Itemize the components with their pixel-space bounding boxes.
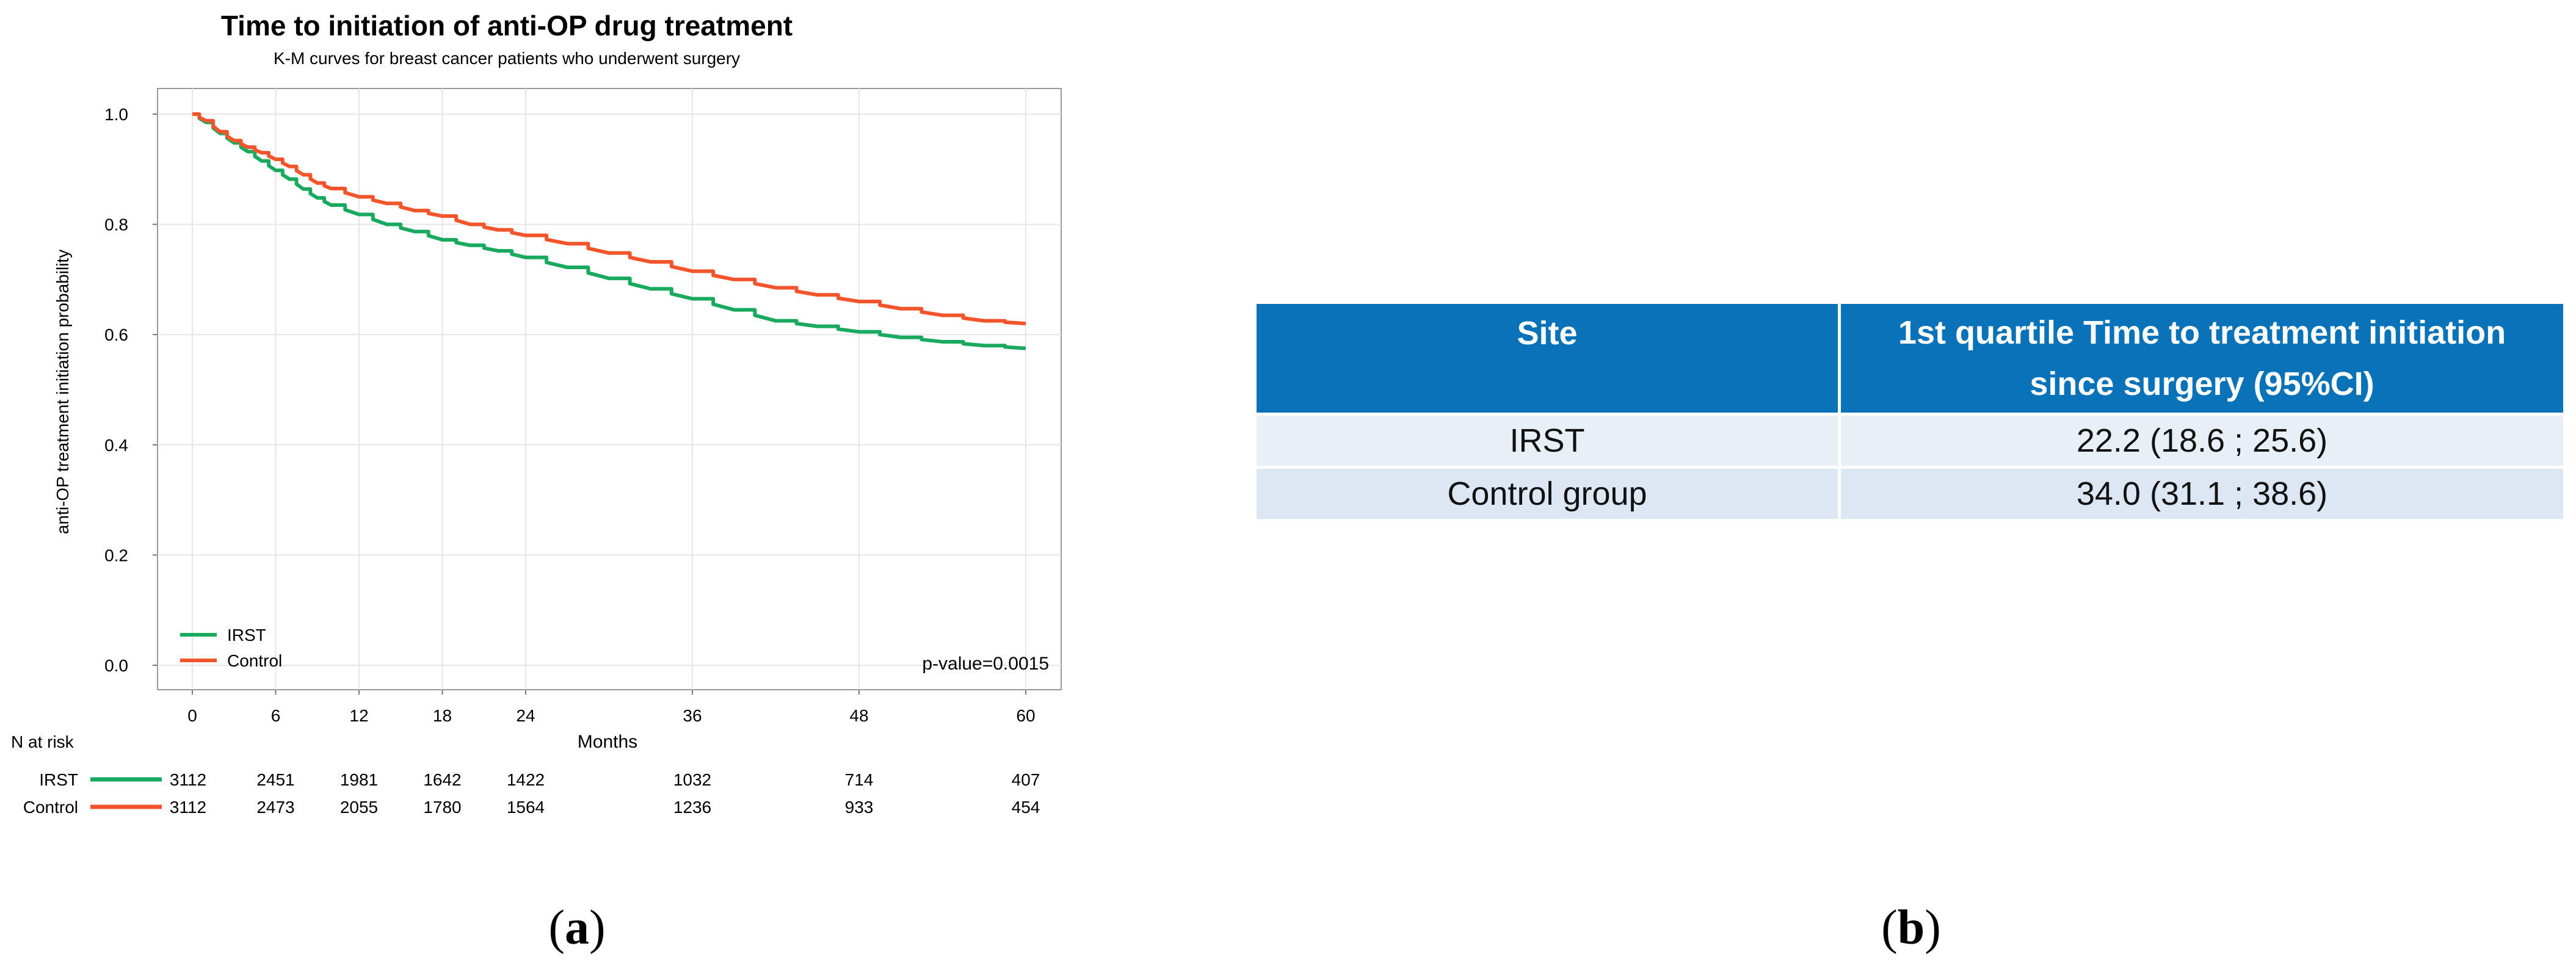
risk-value: 1642: [423, 770, 461, 789]
y-tick-label: 0.2: [104, 546, 128, 565]
series-line-control: [192, 112, 1026, 326]
table-row: IRST 22.2 (18.6 ; 25.6): [1257, 413, 2563, 468]
risk-value: 1032: [673, 770, 711, 789]
risk-value: 1780: [423, 798, 461, 817]
risk-value: 2473: [256, 798, 294, 817]
grid-lines: [158, 88, 1061, 690]
x-tick-label: 0: [187, 706, 197, 725]
legend-label: IRST: [227, 626, 266, 645]
km-chart: Time to initiation of anti-OP drug treat…: [11, 10, 1062, 817]
table-cell-quartile: 22.2 (18.6 ; 25.6): [1839, 413, 2563, 468]
risk-value: 714: [845, 770, 874, 789]
risk-value: 2451: [256, 770, 294, 789]
risk-table-label: N at risk: [11, 732, 74, 751]
risk-value: 3112: [170, 770, 206, 789]
table-header-site: Site: [1257, 304, 1841, 414]
table-header-quartile: 1st quartile Time to treatment initiatio…: [1839, 304, 2563, 414]
x-tick-label: 6: [271, 706, 281, 725]
risk-row-name: Control: [23, 798, 78, 817]
risk-row-name: IRST: [39, 770, 78, 789]
series-lines: [192, 112, 1026, 350]
x-tick-label: 48: [849, 706, 868, 725]
risk-value: 1564: [507, 798, 545, 817]
risk-value: 407: [1012, 770, 1040, 789]
risk-value: 1236: [673, 798, 711, 817]
y-tick-label: 0.6: [104, 325, 128, 344]
y-axis-label: anti-OP treatment initiation probability: [53, 250, 72, 534]
risk-value: 2055: [340, 798, 378, 817]
x-tick-label: 24: [516, 706, 535, 725]
table-cell-site: Control group: [1257, 466, 1841, 519]
y-tick-label: 1.0: [104, 105, 128, 124]
x-tick-label: 18: [433, 706, 452, 725]
legend: IRST Control: [180, 626, 282, 670]
y-tick-label: 0.8: [104, 215, 128, 234]
y-tick-labels: 0.0 0.2 0.4 0.6 0.8 1.0: [104, 105, 158, 675]
risk-value: 1422: [507, 770, 545, 789]
risk-value: 3112: [170, 798, 206, 817]
y-tick-label: 0.0: [104, 656, 128, 675]
y-tick-label: 0.4: [104, 436, 128, 455]
risk-value: 454: [1012, 798, 1040, 817]
table-row: Control group 34.0 (31.1 ; 38.6): [1257, 466, 2563, 519]
chart-title: Time to initiation of anti-OP drug treat…: [221, 10, 793, 42]
x-tick-label: 12: [349, 706, 368, 725]
quartile-table-container: Site 1st quartile Time to treatment init…: [1257, 304, 2563, 519]
quartile-table: Site 1st quartile Time to treatment init…: [1257, 304, 2563, 519]
chart-subtitle: K-M curves for breast cancer patients wh…: [274, 49, 740, 68]
risk-value: 1981: [340, 770, 378, 789]
x-tick-labels: 0 6 12 18 24 36 48 60: [187, 690, 1036, 725]
risk-table: IRST 3112 2451 1981 1642 1422 1032 714 407 Contro…: [23, 770, 1040, 817]
panel-label-a: (a): [548, 901, 606, 955]
x-tick-label: 36: [683, 706, 702, 725]
p-value-annotation: p-value=0.0015: [922, 654, 1049, 674]
x-tick-label: 60: [1016, 706, 1035, 725]
table-cell-quartile: 34.0 (31.1 ; 38.6): [1839, 466, 2563, 519]
legend-label: Control: [227, 651, 282, 670]
panel-label-b: (b): [1881, 901, 1941, 955]
x-axis-label: Months: [578, 732, 637, 752]
risk-value: 933: [845, 798, 874, 817]
table-cell-site: IRST: [1257, 413, 1841, 468]
series-line-irst: [192, 112, 1026, 350]
table-header-row: Site 1st quartile Time to treatment init…: [1257, 304, 2563, 414]
